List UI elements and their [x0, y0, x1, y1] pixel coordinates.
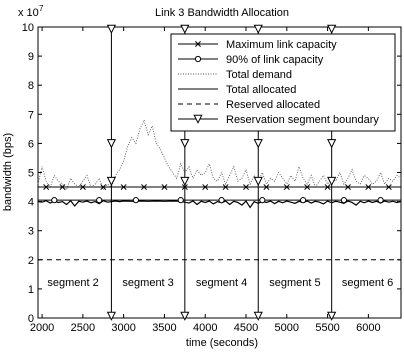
legend-label: Total demand [226, 69, 292, 81]
x-tick-label: 2000 [30, 322, 54, 334]
segment-boundary-marker [106, 176, 117, 187]
ninety-percent-marker [132, 197, 139, 204]
ninety-percent-marker [218, 197, 225, 204]
legend-box [170, 33, 396, 132]
ninety-percent-marker [377, 197, 384, 204]
segment-boundary-marker [106, 311, 117, 321]
x-tick-label: 4000 [193, 322, 217, 334]
segment-label: segment 3 [122, 277, 173, 289]
max-capacity-marker [141, 184, 147, 191]
x-axis-label: time (seconds) [186, 337, 258, 349]
ninety-percent-marker [259, 197, 266, 204]
segment-boundary-marker [180, 311, 190, 321]
legend-marker [194, 55, 202, 63]
segment-boundary-marker [327, 24, 337, 34]
y-tick-label: 1 [28, 284, 34, 296]
max-capacity-marker [202, 184, 209, 191]
max-capacity-marker [385, 184, 392, 191]
segment-boundary-marker [180, 176, 190, 187]
y-tick-label: 2 [28, 255, 34, 267]
max-capacity-marker [263, 184, 270, 191]
segment-boundary-marker [253, 139, 263, 149]
max-capacity-marker [43, 184, 50, 191]
ninety-percent-marker [300, 197, 307, 204]
segment-label: segment 5 [269, 277, 320, 289]
ninety-percent-marker [96, 197, 103, 204]
max-capacity-marker [304, 184, 311, 191]
x-tick-label: 6000 [356, 322, 380, 334]
y-tick-label: 4 [28, 197, 34, 209]
y-tick-label: 3 [28, 226, 34, 238]
chart-title: Link 3 Bandwidth Allocation [155, 7, 289, 19]
segment-boundary-marker [180, 139, 190, 149]
max-capacity-marker [120, 184, 127, 191]
y-axis-label: bandwidth (bps) [2, 133, 14, 211]
segment-boundary-marker [327, 176, 337, 187]
y-tick-label: 7 [28, 109, 34, 121]
segment-boundary-marker [327, 139, 337, 149]
y-tick-label: 10 [22, 22, 34, 34]
x-tick-label: 5000 [275, 322, 299, 334]
ninety-percent-marker [177, 197, 184, 204]
max-capacity-marker [283, 184, 290, 191]
legend-marker [195, 41, 201, 47]
max-capacity-marker [243, 184, 249, 191]
y-tick-label: 9 [28, 51, 34, 63]
legend-marker [193, 114, 203, 124]
segment-label: segment 2 [47, 277, 98, 289]
segment-label: segment 6 [342, 277, 393, 289]
y-tick-label: 0 [28, 313, 34, 325]
max-capacity-marker [365, 184, 372, 191]
x-tick-label: 3000 [111, 322, 135, 334]
total-demand-line [37, 118, 402, 191]
y-tick-label: 8 [28, 80, 34, 92]
y-tick-label: 5 [28, 168, 34, 180]
max-capacity-marker [222, 184, 229, 191]
x-tick-label: 2500 [71, 322, 95, 334]
max-capacity-marker [79, 184, 86, 191]
y-exponent-power: 7 [39, 4, 44, 13]
x-tick-label: 3500 [152, 322, 176, 334]
x-tick-label: 4500 [234, 322, 258, 334]
legend: Maximum link capacity 90% of link capacit… [170, 33, 396, 132]
max-capacity-marker [345, 184, 351, 191]
segment-boundary-marker [253, 176, 263, 187]
ninety-percent-marker [51, 197, 58, 204]
plot-layer: 2000 2500 3000 3500 4000 4500 5000 5500 6000 0 1 2 3… [22, 22, 402, 334]
legend-label: Maximum link capacity [226, 39, 337, 51]
legend-label: Reservation segment boundary [226, 114, 379, 126]
ninety-percent-marker [340, 197, 347, 204]
segment-boundary-marker [106, 24, 117, 34]
legend-label: Reserved allocated [226, 99, 320, 111]
legend-label: Total allocated [226, 84, 296, 96]
segment-label: segment 4 [196, 277, 247, 289]
segment-boundary-marker [253, 24, 263, 34]
y-exponent-base: x 10 [18, 7, 39, 19]
segment-boundary-marker [253, 311, 263, 321]
segment-boundary-marker [327, 311, 337, 321]
segment-boundary-marker [180, 24, 190, 34]
max-capacity-marker [100, 184, 107, 191]
legend-label: 90% of link capacity [226, 54, 324, 66]
y-tick-label: 6 [28, 138, 34, 150]
x-tick-label: 5500 [315, 322, 339, 334]
max-capacity-marker [324, 184, 331, 191]
max-capacity-marker [59, 184, 66, 191]
segment-boundary-marker [106, 139, 117, 149]
max-capacity-marker [161, 184, 168, 191]
